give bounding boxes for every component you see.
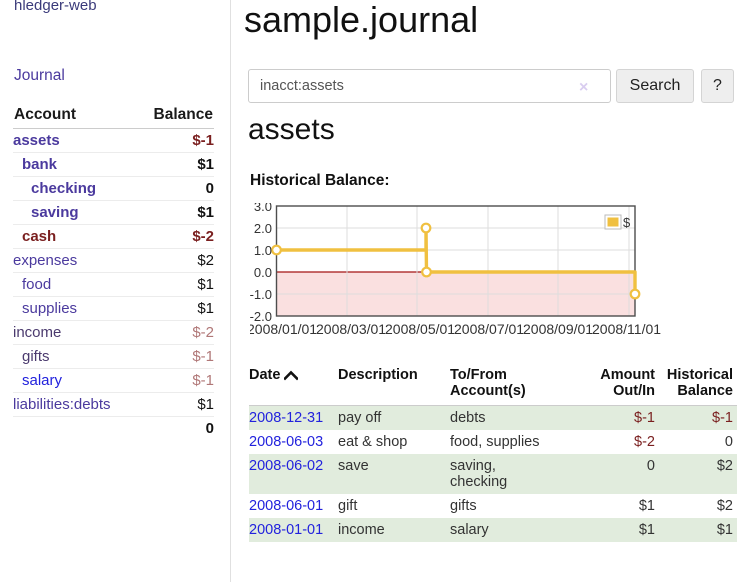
svg-text:3.0: 3.0 (254, 203, 272, 214)
svg-text:2008/11/01: 2008/11/01 (592, 321, 661, 337)
svg-text:2008/03/01: 2008/03/01 (316, 321, 386, 337)
svg-text:2008/05/01: 2008/05/01 (385, 321, 455, 337)
svg-text:0.0: 0.0 (254, 265, 272, 280)
svg-text:-1.0: -1.0 (250, 287, 272, 302)
svg-text:2008/01/01: 2008/01/01 (250, 321, 317, 337)
svg-text:1.0: 1.0 (254, 243, 272, 258)
svg-text:2.0: 2.0 (254, 221, 272, 236)
svg-text:2008/09/01: 2008/09/01 (523, 321, 593, 337)
svg-text:2008/07/01: 2008/07/01 (454, 321, 524, 337)
svg-text:$: $ (623, 215, 631, 230)
